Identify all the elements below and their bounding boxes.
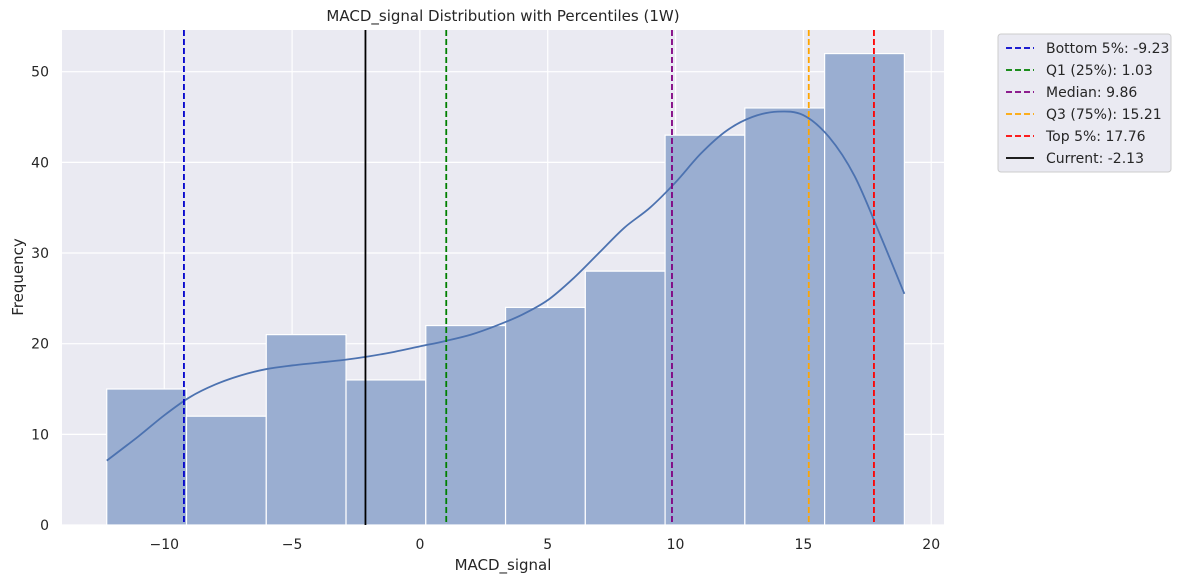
x-tick-label-6: 20 — [922, 537, 940, 553]
y-tick-label-1: 10 — [31, 427, 49, 443]
y-axis-label: Frequency — [9, 238, 27, 316]
histogram-bar-5 — [504, 306, 586, 526]
kde-curve — [106, 110, 906, 462]
legend-items: Bottom 5%: -9.23 Q1 (25%): 1.03 Median: 9.… — [1006, 41, 1169, 167]
legend-label-2: Median: 9.86 — [1046, 85, 1137, 101]
legend-label-3: Q3 (75%): 15.21 — [1046, 107, 1162, 123]
histogram-bar-1 — [185, 415, 267, 526]
y-ticks-layer: 0 10 20 30 40 50 — [31, 65, 49, 534]
legend-label-1: Q1 (25%): 1.03 — [1046, 63, 1153, 79]
y-tick-label-0: 0 — [40, 518, 49, 534]
histogram-bar-4 — [425, 324, 507, 526]
kde-layer — [106, 110, 906, 462]
histogram-bar-9 — [824, 52, 905, 526]
y-tick-label-5: 50 — [31, 65, 49, 81]
histogram-bar-7 — [664, 134, 746, 526]
histogram-bar-3 — [345, 379, 427, 526]
x-tick-label-2: 0 — [415, 537, 424, 553]
chart-title: MACD_signal Distribution with Percentile… — [326, 7, 679, 26]
x-tick-label-3: 5 — [543, 537, 552, 553]
y-tick-label-3: 30 — [31, 246, 49, 262]
x-ticks-layer: −10 −5 0 5 10 15 20 — [149, 537, 940, 553]
y-tick-label-4: 40 — [31, 155, 49, 171]
x-tick-label-0: −10 — [149, 537, 179, 553]
y-tick-label-2: 20 — [31, 337, 49, 353]
legend-label-0: Bottom 5%: -9.23 — [1046, 41, 1169, 57]
histogram-bar-8 — [744, 107, 826, 526]
x-tick-label-4: 10 — [667, 537, 685, 553]
histogram-bar-6 — [584, 270, 666, 526]
reference-lines-layer — [183, 30, 875, 525]
histogram-bar-0 — [106, 388, 188, 526]
legend: Bottom 5%: -9.23 Q1 (25%): 1.03 Median: 9.… — [997, 33, 1172, 173]
legend-label-4: Top 5%: 17.76 — [1045, 129, 1146, 145]
legend-label-5: Current: -2.13 — [1046, 151, 1144, 167]
x-axis-label: MACD_signal — [455, 556, 552, 575]
bars-layer — [106, 52, 905, 526]
x-tick-label-5: 15 — [794, 537, 812, 553]
legend-box — [997, 33, 1172, 173]
x-tick-label-1: −5 — [282, 537, 303, 553]
